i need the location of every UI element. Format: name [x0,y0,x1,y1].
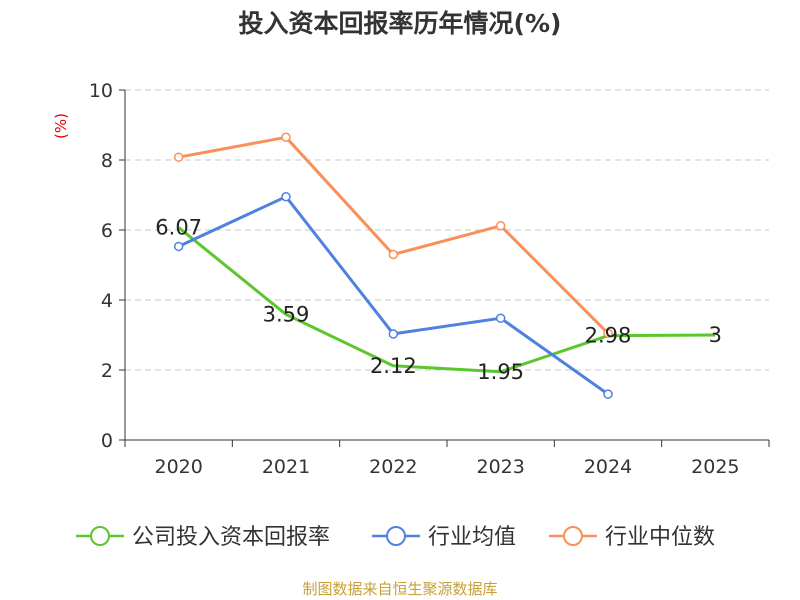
legend: 公司投入资本回报率 行业均值 行业中位数 [76,525,715,550]
data-point [281,192,291,202]
data-point [173,241,184,252]
x-tick-label: 2023 [476,456,524,478]
data-label: 3.59 [263,302,310,326]
data-point [173,152,184,162]
legend-label: 公司投入资本回报率 [132,525,330,550]
y-tick-label: 4 [101,290,113,312]
data-label: 6.07 [155,216,202,240]
data-point [495,221,506,231]
y-tick-label: 10 [89,80,113,102]
series-lines [173,132,716,399]
series-line-0 [177,226,716,374]
y-tick-label: 8 [101,150,113,172]
data-point [495,313,506,323]
data-label: 2.98 [585,324,632,348]
data-point [388,329,399,339]
source-note: 制图数据来自恒生聚源数据库 [302,580,498,598]
x-tick-label: 2024 [584,456,632,478]
legend-marker-circle [563,526,583,546]
y-tick-label: 6 [101,220,113,242]
legend-label: 行业均值 [428,525,516,550]
legend-marker-circle [386,526,406,546]
series-line-2 [178,135,610,335]
data-point [603,328,613,338]
data-point [388,249,399,260]
axes: 0 2 4 6 8 10 2020 2021 2022 2023 2024 2025 (%) [52,80,770,478]
data-point [603,389,613,399]
x-tick-label: 2020 [154,456,202,478]
y-tick-label: 2 [101,360,113,382]
data-label: 1.95 [477,360,524,384]
chart-title: 投入资本回报率历年情况(%) [238,9,562,38]
data-label: 2.12 [370,354,417,378]
data-label: 3 [709,323,722,347]
y-tick-label: 0 [101,430,113,452]
legend-label: 行业中位数 [605,525,715,550]
x-tick-label: 2021 [262,456,310,478]
y-axis-label: (%) [52,113,70,139]
data-point [281,132,291,142]
x-tick-label: 2025 [691,456,739,478]
legend-marker-circle [90,526,110,546]
data-labels: 6.07 3.59 2.12 1.95 2.98 3 [155,216,722,384]
grid-lines [125,89,769,371]
x-tick-label: 2022 [369,456,417,478]
